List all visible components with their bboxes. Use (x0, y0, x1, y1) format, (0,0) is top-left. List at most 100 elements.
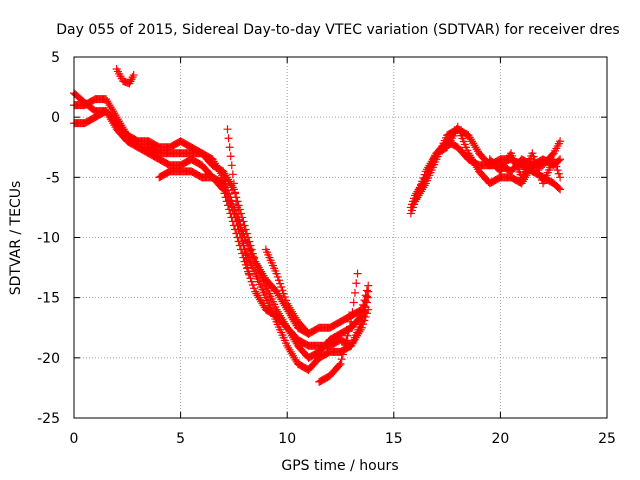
data-point (239, 239, 248, 248)
data-point (418, 177, 427, 186)
y-tick-label: -20 (37, 351, 60, 367)
data-point (350, 288, 359, 297)
data-point (218, 184, 227, 193)
data-point (422, 165, 431, 174)
data-point (414, 187, 423, 196)
data-point (282, 296, 291, 305)
data-point (352, 279, 361, 288)
data-point (101, 107, 110, 116)
data-point (279, 289, 288, 298)
data-point (241, 225, 250, 234)
series-track-e (112, 65, 138, 88)
data-point (354, 329, 363, 338)
data-point (498, 163, 507, 172)
x-tick-label: 20 (491, 431, 509, 447)
data-point (360, 296, 369, 305)
data-point (360, 316, 369, 325)
data-point (253, 291, 262, 300)
data-point (235, 241, 244, 250)
data-point (255, 295, 264, 304)
data-point (359, 320, 368, 329)
data-point (355, 327, 364, 336)
data-point (238, 233, 247, 242)
data-point (273, 272, 282, 281)
data-point (254, 263, 263, 272)
data-point (272, 269, 281, 278)
y-axis-label: SDTVAR / TECUs (8, 181, 24, 296)
data-point (231, 225, 240, 234)
data-point (348, 339, 357, 348)
data-point (109, 107, 118, 116)
data-point (278, 286, 287, 295)
data-point (251, 257, 260, 266)
data-point (277, 282, 286, 291)
data-point (101, 95, 110, 104)
data-point (535, 169, 544, 178)
data-point (225, 177, 234, 186)
data-point (257, 297, 266, 306)
y-tick-label: 5 (51, 50, 60, 66)
data-point (556, 185, 565, 194)
data-point (528, 149, 537, 158)
data-point (113, 115, 122, 124)
data-point (291, 355, 300, 364)
data-point (116, 119, 125, 128)
data-point (223, 175, 232, 184)
data-point (239, 217, 248, 226)
data-point (411, 197, 420, 206)
data-point (361, 291, 370, 300)
data-point (364, 305, 373, 314)
data-point (236, 221, 245, 230)
data-point (550, 158, 559, 167)
data-point (105, 113, 114, 122)
data-point (252, 259, 261, 268)
x-tick-label: 5 (176, 431, 185, 447)
data-point (232, 229, 241, 238)
data-point (245, 237, 254, 246)
data-point (219, 185, 228, 194)
data-point (274, 291, 283, 300)
data-point (465, 133, 474, 142)
data-point (111, 111, 120, 120)
data-point (351, 333, 360, 342)
data-point (357, 323, 366, 332)
data-point (524, 167, 533, 176)
x-tick-label: 0 (70, 431, 79, 447)
data-point (248, 280, 257, 289)
data-point (356, 306, 365, 315)
series-track-l (485, 149, 565, 188)
data-point (284, 343, 293, 352)
data-point (107, 105, 116, 114)
data-point (103, 97, 112, 106)
data-point (340, 345, 349, 354)
data-point (104, 99, 113, 108)
y-tick-label: -5 (46, 170, 60, 186)
data-point (343, 331, 352, 340)
data-point (258, 269, 267, 278)
data-point (420, 170, 429, 179)
x-tick-label: 25 (598, 431, 616, 447)
data-point (280, 292, 289, 301)
series-track-g (261, 245, 313, 338)
data-point (430, 153, 439, 162)
data-point (531, 159, 540, 168)
data-point (226, 209, 235, 218)
data-point (228, 183, 237, 192)
data-point (105, 101, 114, 110)
data-point (220, 189, 229, 198)
data-point (225, 190, 234, 199)
y-tick-label: -10 (37, 231, 60, 247)
data-point (103, 109, 112, 118)
data-point (427, 157, 436, 166)
data-point (259, 271, 268, 280)
data-point (353, 331, 362, 340)
data-point (534, 165, 543, 174)
data-point (419, 174, 428, 183)
data-point (504, 153, 513, 162)
data-point (221, 193, 230, 202)
data-points (70, 65, 565, 386)
data-point (252, 289, 261, 298)
data-point (247, 245, 256, 254)
data-point (518, 177, 527, 186)
data-point (227, 161, 236, 170)
